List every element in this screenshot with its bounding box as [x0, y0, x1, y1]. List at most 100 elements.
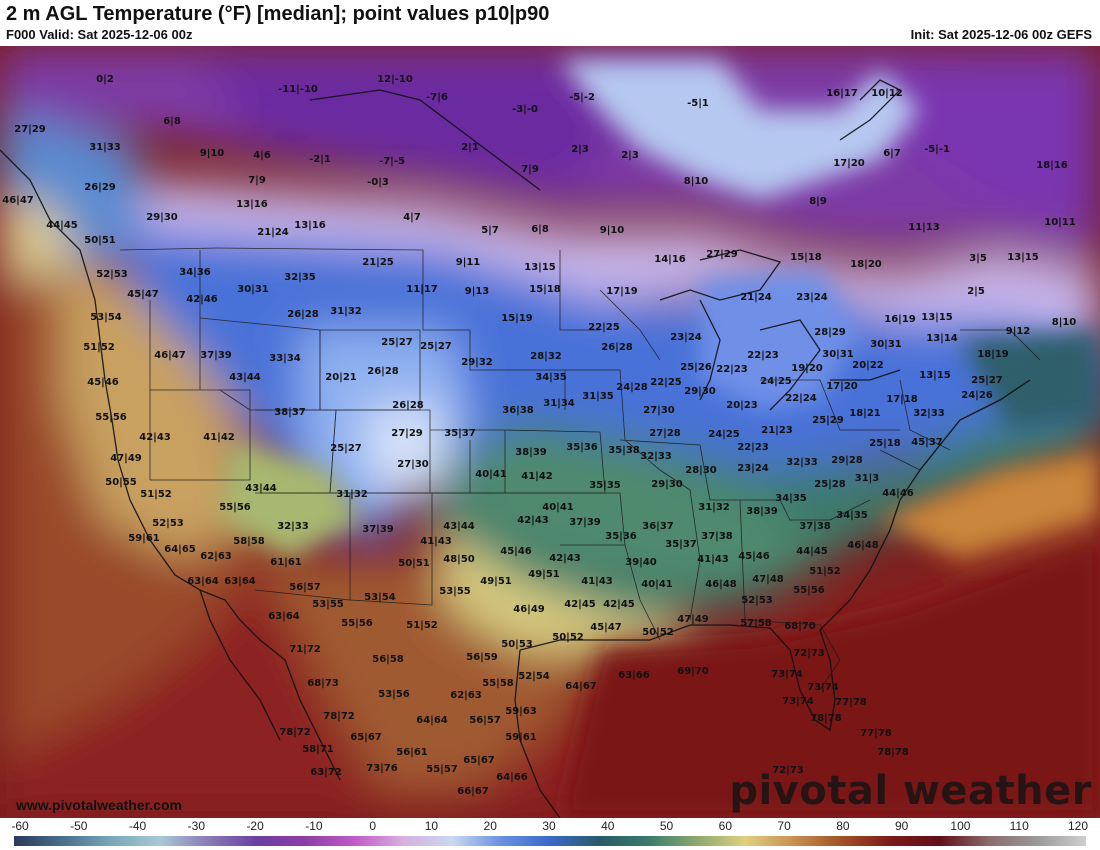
point-value-label: 10|11 [1044, 217, 1076, 228]
point-value-label: 25|26 [680, 362, 712, 373]
point-value-label: 6|8 [531, 224, 549, 235]
point-value-label: 18|21 [849, 408, 881, 419]
point-value-label: 31|35 [582, 391, 614, 402]
colorbar-tick-label: 70 [777, 819, 791, 833]
point-value-label: 68|73 [307, 678, 339, 689]
colorbar-tick-label: -20 [246, 819, 264, 833]
point-value-label: 27|29 [706, 249, 738, 260]
point-value-label: 17|18 [886, 394, 918, 405]
point-value-label: 78|72 [279, 727, 311, 738]
point-value-label: 22|23 [737, 442, 769, 453]
point-value-label: 37|39 [569, 517, 601, 528]
point-value-label: 29|32 [461, 357, 493, 368]
point-value-label: 21|23 [761, 425, 793, 436]
point-value-label: 22|25 [588, 322, 620, 333]
point-value-label: 32|35 [284, 272, 316, 283]
point-value-label: 46|48 [705, 579, 737, 590]
point-value-label: 23|24 [670, 332, 702, 343]
point-value-label: 64|65 [164, 544, 196, 555]
point-value-label: 55|57 [426, 764, 458, 775]
point-value-label: 25|27 [971, 375, 1003, 386]
point-value-label: 56|61 [396, 747, 428, 758]
point-value-label: 30|31 [237, 284, 269, 295]
point-value-labels: 0|2 -11|-10 12|-10 -7|6 -3|-0 -5|-2 -5|1 16|17 1… [2, 74, 1076, 797]
point-value-label: 64|67 [565, 681, 597, 692]
point-value-label: 71|72 [289, 644, 321, 655]
point-value-label: 11|17 [406, 284, 438, 295]
point-value-label: 73|76 [366, 763, 398, 774]
point-value-label: 2|5 [967, 286, 985, 297]
point-value-label: 13|15 [921, 312, 953, 323]
point-value-label: 45|37 [911, 437, 943, 448]
point-value-label: 2|3 [621, 150, 639, 161]
point-value-label: 59|61 [505, 732, 537, 743]
point-value-label: 20|21 [325, 372, 357, 383]
point-value-label: 47|49 [110, 453, 142, 464]
point-value-label: 50|52 [642, 627, 674, 638]
point-value-label: 27|29 [391, 428, 423, 439]
point-value-label: 49|51 [528, 569, 560, 580]
point-value-label: 20|23 [726, 400, 758, 411]
point-value-label: 41|43 [697, 554, 729, 565]
point-value-label: 50|51 [398, 558, 430, 569]
point-value-label: 29|30 [684, 386, 716, 397]
point-value-label: 42|46 [186, 294, 218, 305]
point-value-label: 65|67 [350, 732, 382, 743]
point-value-label: -5|1 [687, 98, 709, 109]
point-value-label: 24|25 [760, 376, 792, 387]
point-value-label: 18|16 [1036, 160, 1068, 171]
point-value-label: 34|35 [535, 372, 567, 383]
colorbar-tick-label: -10 [305, 819, 323, 833]
point-value-label: 29|30 [651, 479, 683, 490]
point-value-label: 22|25 [650, 377, 682, 388]
point-value-label: 41|42 [203, 432, 235, 443]
point-value-label: 21|25 [362, 257, 394, 268]
point-value-label: 8|10 [684, 176, 709, 187]
state-borders [119, 247, 1041, 691]
point-value-label: 50|55 [105, 477, 137, 488]
point-value-label: 15|18 [529, 284, 561, 295]
point-value-label: 52|54 [518, 671, 550, 682]
init-time: Init: Sat 2025-12-06 00z GEFS [910, 27, 1092, 42]
point-value-label: 42|45 [603, 599, 635, 610]
point-value-label: 63|64 [187, 576, 219, 587]
temperature-map[interactable]: 0|2 -11|-10 12|-10 -7|6 -3|-0 -5|-2 -5|1 16|17 1… [0, 46, 1100, 818]
point-value-label: 30|31 [870, 339, 902, 350]
point-value-label: 8|10 [1052, 317, 1077, 328]
point-value-label: 41|42 [521, 471, 553, 482]
point-value-label: 23|24 [796, 292, 828, 303]
point-value-label: 42|43 [549, 553, 581, 564]
point-value-label: 55|56 [219, 502, 251, 513]
point-value-label: 64|66 [496, 772, 528, 783]
point-value-label: 46|47 [154, 350, 186, 361]
point-value-label: 37|39 [200, 350, 232, 361]
point-value-label: 20|22 [852, 360, 884, 371]
point-value-label: 58|58 [233, 536, 265, 547]
point-value-label: 27|30 [643, 405, 675, 416]
point-value-label: 48|50 [443, 554, 475, 565]
point-value-label: 52|53 [152, 518, 184, 529]
point-value-label: 31|32 [330, 306, 362, 317]
point-value-label: 13|15 [524, 262, 556, 273]
point-value-label: 35|37 [665, 539, 697, 550]
point-value-label: 78|72 [323, 711, 355, 722]
point-value-label: 73|74 [782, 696, 814, 707]
point-value-label: 34|35 [836, 510, 868, 521]
point-value-label: 21|24 [740, 292, 772, 303]
point-value-label: 31|32 [698, 502, 730, 513]
point-value-label: 18|19 [977, 349, 1009, 360]
point-value-label: 36|38 [502, 405, 534, 416]
colorbar-tick-label: 90 [894, 819, 909, 833]
colorbar-tick-label: 110 [1009, 819, 1029, 833]
point-value-label: 50|53 [501, 639, 533, 650]
point-value-label: 73|74 [807, 682, 839, 693]
point-value-label: 38|39 [515, 447, 547, 458]
point-value-label: 63|64 [224, 576, 256, 587]
point-value-label: 50|51 [84, 235, 116, 246]
point-value-label: 46|48 [847, 540, 879, 551]
point-value-label: 21|24 [257, 227, 289, 238]
point-value-label: 22|23 [747, 350, 779, 361]
point-value-label: 13|16 [236, 199, 268, 210]
point-value-label: 43|44 [443, 521, 475, 532]
site-url[interactable]: www.pivotalweather.com [16, 797, 182, 813]
